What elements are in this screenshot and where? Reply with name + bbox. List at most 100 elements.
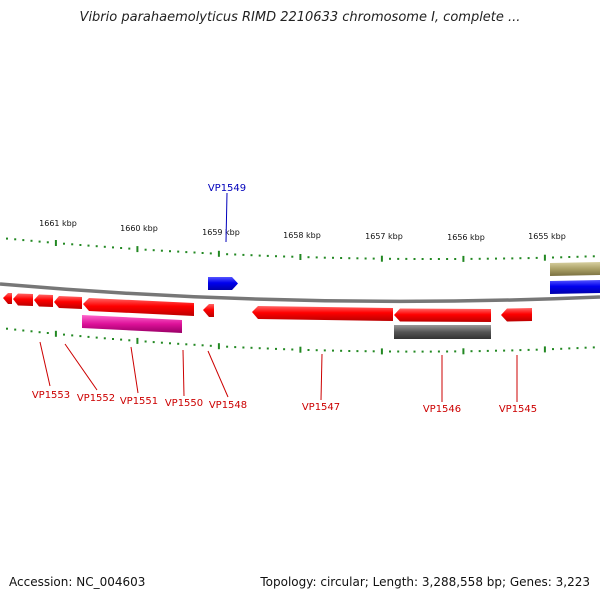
scale-minor-tick bbox=[152, 341, 155, 344]
magenta-feature[interactable] bbox=[82, 315, 182, 333]
scale-minor-tick bbox=[397, 257, 400, 260]
scale-minor-tick bbox=[560, 347, 563, 350]
scale-minor-tick bbox=[275, 255, 277, 258]
scale-minor-tick bbox=[226, 253, 229, 256]
scale-minor-tick bbox=[372, 257, 375, 260]
scale-label-1656: 1656 kbp bbox=[447, 233, 485, 242]
label-vp1550[interactable]: VP1550 bbox=[165, 398, 203, 409]
scale-minor-tick bbox=[405, 257, 408, 260]
scale-minor-tick bbox=[437, 258, 440, 260]
scale-minor-tick bbox=[46, 332, 49, 334]
scale-minor-tick bbox=[169, 250, 171, 253]
gray-feature[interactable] bbox=[394, 325, 491, 339]
scale-major-tick bbox=[380, 255, 383, 262]
scale-minor-tick bbox=[22, 239, 25, 242]
scale-minor-tick bbox=[527, 257, 530, 260]
scale-minor-tick bbox=[226, 345, 229, 348]
scale-minor-tick bbox=[22, 329, 25, 332]
scale-minor-tick bbox=[152, 249, 155, 252]
scale-minor-tick bbox=[209, 252, 212, 255]
scale-minor-tick bbox=[592, 346, 595, 349]
label-vp1545[interactable]: VP1545 bbox=[499, 404, 537, 415]
label-vp1549[interactable]: VP1549 bbox=[208, 183, 246, 194]
scale-minor-tick bbox=[6, 327, 8, 330]
gene-vp1547[interactable] bbox=[252, 306, 393, 321]
scale-minor-tick bbox=[413, 258, 416, 260]
scale-label-1659: 1659 kbp bbox=[202, 228, 240, 237]
gene-vp1550[interactable] bbox=[83, 298, 194, 316]
scale-minor-tick bbox=[364, 257, 367, 260]
scale-minor-tick bbox=[568, 256, 571, 258]
gene-vp1551[interactable] bbox=[54, 296, 82, 309]
scale-major-tick bbox=[136, 246, 139, 253]
scale-minor-tick bbox=[421, 350, 424, 353]
scale-minor-tick bbox=[340, 349, 343, 352]
scale-minor-tick bbox=[486, 349, 489, 352]
gene-vp1548[interactable] bbox=[203, 304, 214, 317]
scale-minor-tick bbox=[38, 331, 41, 334]
scale-minor-tick bbox=[120, 338, 123, 341]
leader-vp1547 bbox=[320, 353, 323, 401]
scale-minor-tick bbox=[291, 348, 294, 351]
scale-minor-tick bbox=[503, 349, 506, 352]
gene-right-blue[interactable] bbox=[550, 280, 600, 294]
scale-minor-tick bbox=[348, 350, 351, 352]
scale-minor-tick bbox=[307, 349, 310, 351]
scale-minor-tick bbox=[234, 253, 237, 256]
label-vp1547[interactable]: VP1547 bbox=[302, 402, 340, 413]
scale-minor-tick bbox=[348, 257, 351, 260]
label-vp1551[interactable]: VP1551 bbox=[120, 396, 158, 407]
scale-minor-tick bbox=[283, 348, 286, 351]
label-vp1546[interactable]: VP1546 bbox=[423, 404, 461, 415]
scale-minor-tick bbox=[95, 245, 98, 248]
scale-minor-tick bbox=[535, 256, 538, 259]
scale-minor-tick bbox=[63, 333, 65, 336]
scale-minor-tick bbox=[372, 350, 375, 353]
scale-minor-tick bbox=[568, 347, 571, 350]
gene-vp1553b[interactable] bbox=[13, 293, 33, 307]
map-title: Vibrio parahaemolyticus RIMD 2210633 chr… bbox=[79, 10, 521, 25]
scale-minor-tick bbox=[511, 257, 514, 260]
scale-minor-tick bbox=[405, 350, 408, 353]
leader-vp1553 bbox=[39, 341, 51, 387]
scale-major-tick bbox=[299, 346, 302, 353]
gene-vp1545[interactable] bbox=[501, 308, 532, 322]
scale-minor-tick bbox=[14, 328, 17, 331]
scale-minor-tick bbox=[128, 339, 131, 342]
scale-minor-tick bbox=[46, 241, 49, 244]
scale-minor-tick bbox=[421, 258, 424, 260]
scale-minor-tick bbox=[478, 350, 481, 353]
scale-minor-tick bbox=[112, 338, 114, 340]
gene-vp1546[interactable] bbox=[394, 308, 491, 323]
scale-minor-tick bbox=[193, 343, 196, 346]
olive-feature[interactable] bbox=[550, 262, 600, 276]
scale-minor-tick bbox=[429, 350, 432, 353]
scale-minor-tick bbox=[535, 348, 538, 351]
scale-minor-tick bbox=[503, 257, 506, 260]
scale-major-tick bbox=[217, 343, 220, 350]
scale-minor-tick bbox=[144, 248, 147, 251]
gene-vp1552[interactable] bbox=[34, 294, 53, 308]
scale-minor-tick bbox=[315, 349, 318, 352]
scale-major-tick bbox=[299, 254, 302, 260]
scale-minor-tick bbox=[323, 256, 326, 259]
scale-minor-tick bbox=[437, 350, 440, 353]
scale-label-1660: 1660 kbp bbox=[120, 224, 158, 233]
scale-minor-tick bbox=[242, 346, 245, 349]
scale-minor-tick bbox=[177, 342, 180, 345]
scale-minor-tick bbox=[356, 257, 359, 260]
leader-vp1552 bbox=[64, 343, 98, 391]
gene-vp1553[interactable] bbox=[3, 293, 12, 304]
accession-label: Accession: NC_004603 bbox=[9, 575, 146, 589]
label-vp1548[interactable]: VP1548 bbox=[209, 400, 247, 411]
label-vp1552[interactable]: VP1552 bbox=[77, 393, 115, 404]
upper-scale bbox=[6, 237, 595, 262]
scale-minor-tick bbox=[315, 256, 318, 259]
gene-vp1549[interactable] bbox=[208, 277, 238, 290]
label-vp1553[interactable]: VP1553 bbox=[32, 390, 70, 401]
scale-minor-tick bbox=[79, 335, 82, 338]
scale-minor-tick bbox=[169, 342, 171, 345]
scale-minor-tick bbox=[275, 347, 277, 350]
scale-minor-tick bbox=[185, 343, 188, 346]
